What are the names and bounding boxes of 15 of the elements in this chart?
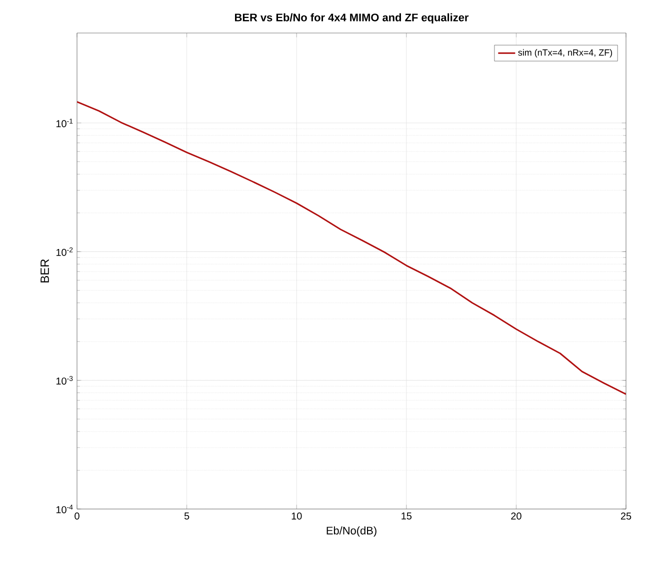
x-tick-label: 20 — [511, 512, 522, 520]
y-tick-label: 10$^{-3}$ — [56, 376, 73, 385]
line-series — [77, 101, 626, 395]
x-tick-label: 15 — [402, 512, 412, 520]
x-tick-label: 5 — [184, 512, 190, 520]
x-tick-label: 25 — [620, 512, 632, 520]
y-tick-label: 10$^{-4}$ — [56, 504, 73, 514]
y-axis-title: BER — [40, 259, 49, 282]
x-axis-title: Eb/No(dB) — [326, 526, 376, 537]
chart-title: BER vs Eb/No for 4x4 MIMO and ZF equalizer — [235, 13, 469, 24]
y-tick-label: 10$^{-2}$ — [56, 247, 73, 256]
x-tick-label: 10 — [292, 512, 302, 520]
x-tick-label: 0 — [74, 512, 80, 520]
y-tick-label: 10$^{-1}$ — [56, 118, 73, 128]
legend-label: sim (nTx=4, nRx=4, ZF) — [518, 49, 612, 58]
